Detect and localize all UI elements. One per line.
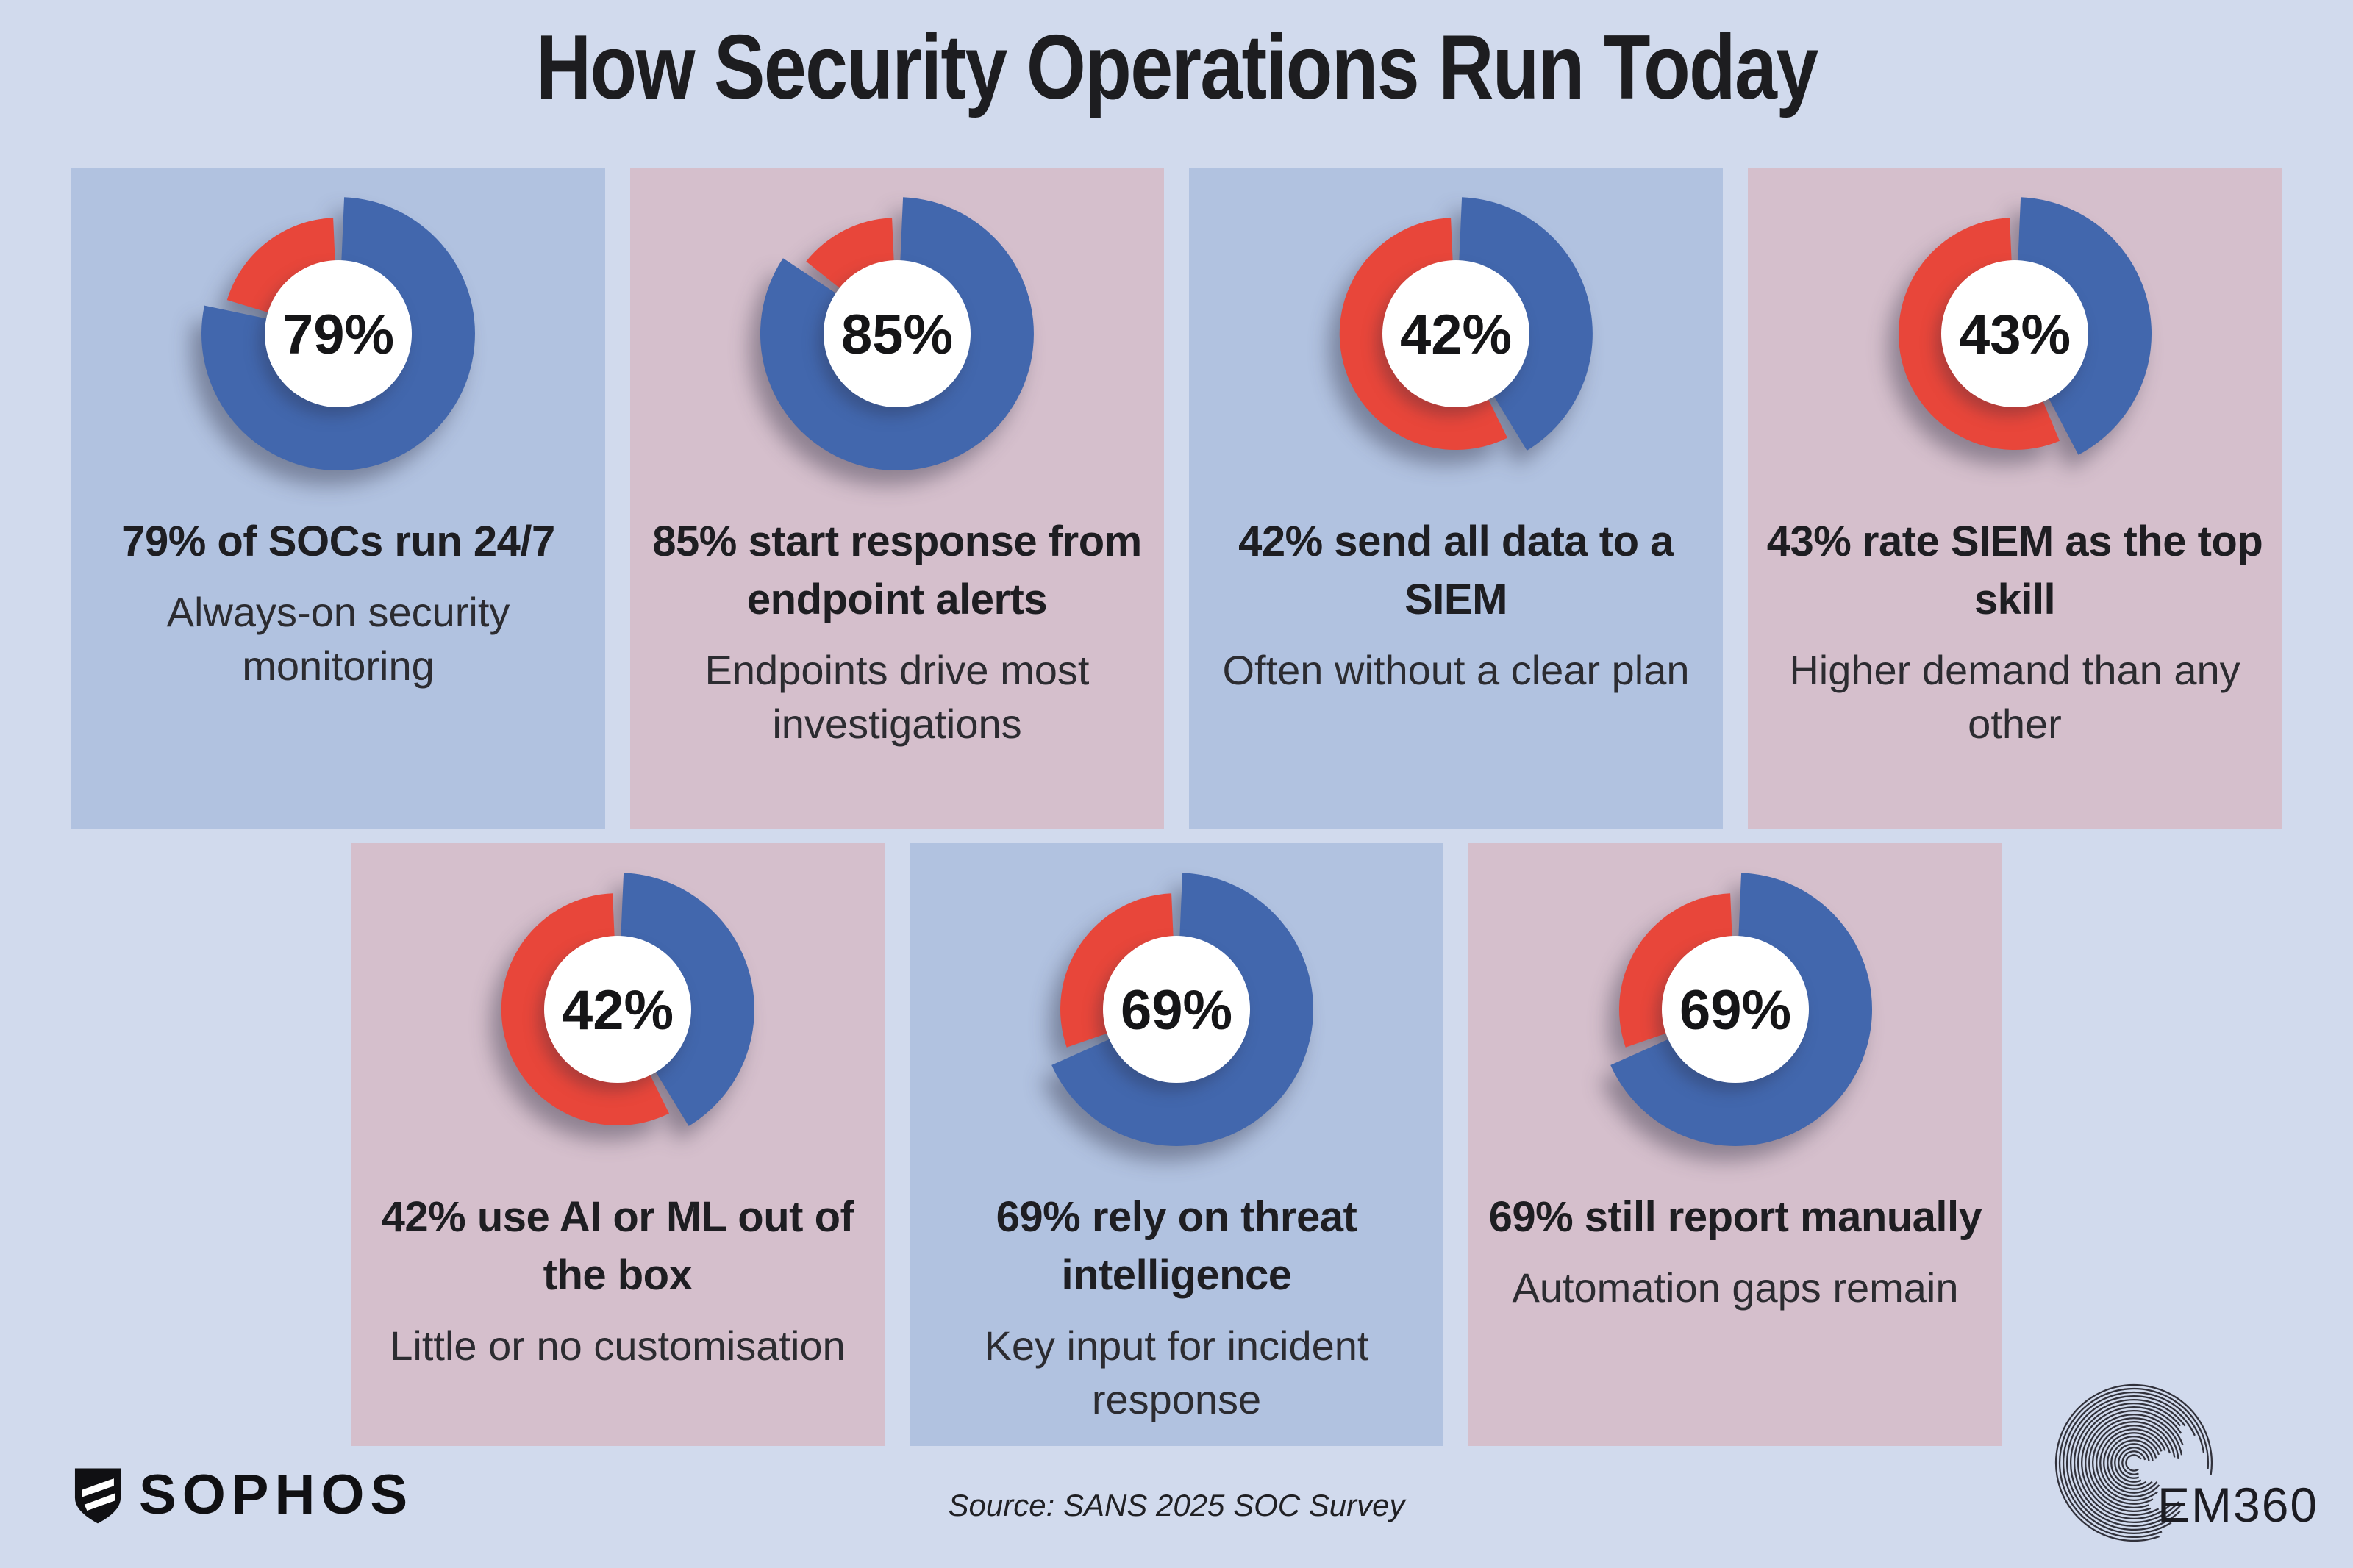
card-title: 69% still report manually (1488, 1193, 1982, 1241)
donut-center (1941, 260, 2088, 407)
donut-percent-label: 43% (1959, 304, 2071, 366)
stat-card: 43% 43% rate SIEM as the top skill Highe… (1748, 168, 2282, 829)
card-subtitle: Always-on security monitoring (166, 588, 510, 689)
donut-percent-label: 42% (1400, 304, 1512, 366)
stat-card: 69% 69% still report manually Automation… (1468, 843, 2002, 1446)
page-title: How Security Operations Run Today (0, 13, 2353, 123)
donut-chart: 69% (1610, 873, 1873, 1147)
card-subtitle: Little or no customisation (390, 1322, 846, 1369)
card-title: 79% of SOCs run 24/7 (121, 518, 555, 565)
donut-center (1662, 936, 1809, 1083)
donut-center (1103, 936, 1250, 1083)
stat-card: 42% 42% use AI or ML out of the box Litt… (351, 843, 885, 1446)
sophos-wordmark: SOPHOS (139, 1464, 414, 1526)
em360-wordmark: EM360 (2157, 1478, 2319, 1532)
card-subtitle: Key input for incident response (984, 1322, 1369, 1422)
donut-percent-label: 42% (562, 979, 674, 1042)
stat-card: 85% 85% start response from endpoint ale… (630, 168, 1164, 829)
donut-percent-label: 69% (1679, 979, 1791, 1042)
donut-percent-label: 69% (1121, 979, 1232, 1042)
stat-card: 79% 79% of SOCs run 24/7 Always-on secur… (71, 168, 605, 829)
card-subtitle: Often without a clear plan (1222, 646, 1690, 693)
page-title-text: How Security Operations Run Today (535, 17, 1818, 118)
card-title: 69% rely on threat intelligence (996, 1193, 1357, 1299)
source-text: Source: SANS 2025 SOC Survey (948, 1488, 1405, 1522)
donut-chart: 85% (760, 197, 1034, 471)
donut-center (1382, 260, 1529, 407)
card-subtitle: Higher demand than any other (1789, 646, 2240, 747)
donut-chart: 42% (1339, 197, 1593, 451)
card-title: 85% start response from endpoint alerts (652, 518, 1142, 623)
donut-percent-label: 79% (282, 304, 394, 366)
donut-chart: 69% (1051, 873, 1314, 1147)
em360-logo: EM360 (2050, 1379, 2337, 1563)
donut-percent-label: 85% (841, 304, 953, 366)
stat-card: 42% 42% send all data to a SIEM Often wi… (1189, 168, 1723, 829)
sophos-logo: SOPHOS (70, 1464, 413, 1526)
donut-chart: 43% (1899, 197, 2152, 455)
card-subtitle: Automation gaps remain (1512, 1264, 1959, 1311)
donut-chart: 79% (201, 197, 475, 471)
donut-center (265, 260, 412, 407)
card-title: 42% use AI or ML out of the box (381, 1193, 854, 1299)
em360-swirl-icon (2054, 1383, 2213, 1542)
donut-center (544, 936, 691, 1083)
stat-card: 69% 69% rely on threat intelligence Key … (910, 843, 1443, 1446)
card-title: 43% rate SIEM as the top skill (1766, 518, 2263, 623)
card-title: 42% send all data to a SIEM (1238, 518, 1674, 623)
sophos-shield-icon (74, 1468, 121, 1524)
card-subtitle: Endpoints drive most investigations (704, 646, 1090, 747)
donut-chart: 42% (501, 873, 754, 1126)
donut-center (824, 260, 971, 407)
